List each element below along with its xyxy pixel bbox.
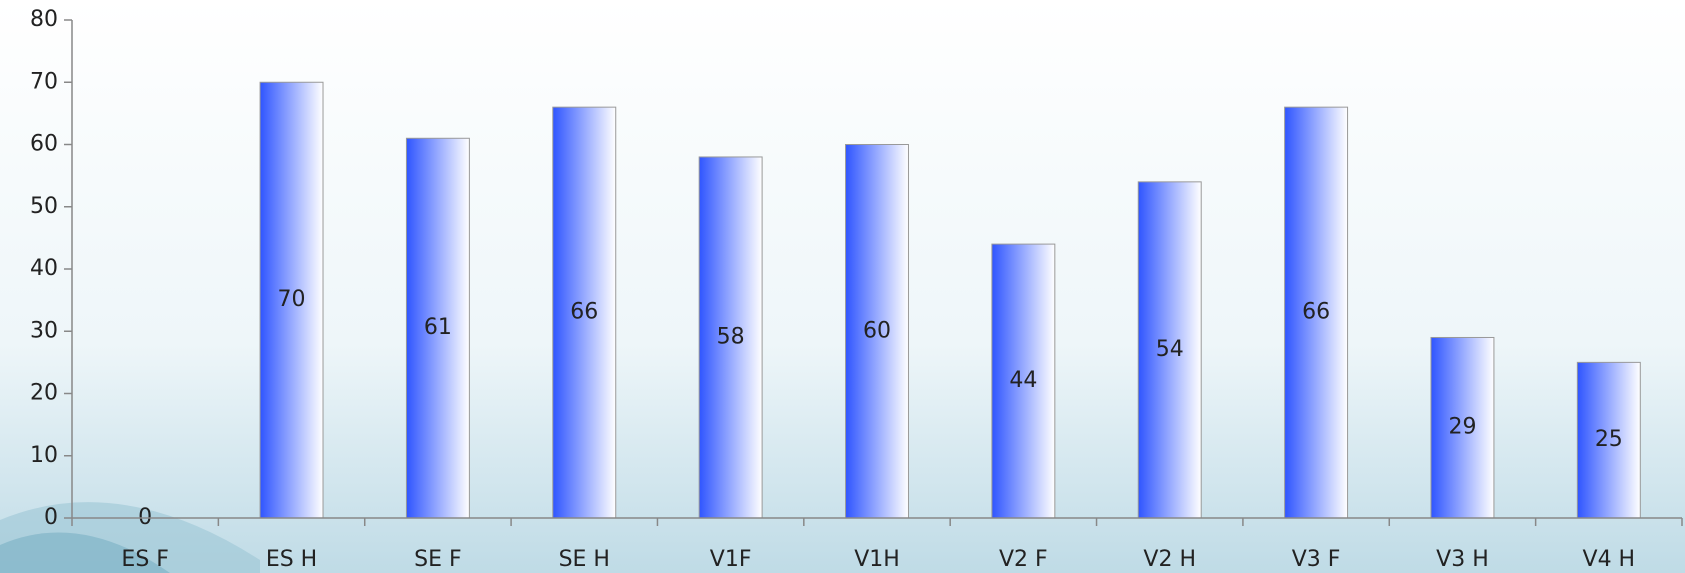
decoration xyxy=(0,532,170,573)
bar xyxy=(1284,106,1349,519)
data-label: 44 xyxy=(1009,368,1037,393)
data-label: 60 xyxy=(863,318,891,343)
x-tick-label: V2 F xyxy=(999,547,1048,572)
x-tick-label: V4 H xyxy=(1583,547,1636,572)
bar xyxy=(698,156,763,519)
x-tick-label: SE H xyxy=(559,547,610,572)
x-tick-label: V1H xyxy=(854,547,900,572)
x-tick-label: V2 H xyxy=(1143,547,1196,572)
bar xyxy=(991,243,1056,519)
data-label: 25 xyxy=(1595,427,1623,452)
x-tick-label: ES F xyxy=(121,547,169,572)
y-tick-label: 70 xyxy=(30,69,58,94)
x-tick-label: ES H xyxy=(266,547,317,572)
y-tick-label: 80 xyxy=(30,7,58,32)
y-tick-label: 10 xyxy=(30,443,58,468)
y-tick-label: 60 xyxy=(30,132,58,157)
data-label: 54 xyxy=(1156,337,1184,362)
y-tick-label: 20 xyxy=(30,381,58,406)
data-label: 66 xyxy=(570,300,598,325)
y-tick-label: 50 xyxy=(30,194,58,219)
bar xyxy=(1430,336,1495,519)
data-label: 70 xyxy=(278,287,306,312)
data-label: 61 xyxy=(424,315,452,340)
x-tick-label: V3 F xyxy=(1292,547,1341,572)
bar xyxy=(259,81,324,519)
y-tick-label: 0 xyxy=(44,505,58,530)
y-tick-label: 30 xyxy=(30,318,58,343)
data-label: 66 xyxy=(1302,300,1330,325)
bar xyxy=(1576,361,1641,519)
data-label: 29 xyxy=(1448,415,1476,440)
data-label: 58 xyxy=(717,324,745,349)
x-tick-label: V3 H xyxy=(1436,547,1489,572)
x-tick-label: SE F xyxy=(414,547,462,572)
bar xyxy=(405,137,470,519)
bar xyxy=(1137,181,1202,519)
x-tick-label: V1F xyxy=(710,547,752,572)
y-tick-label: 40 xyxy=(30,256,58,281)
